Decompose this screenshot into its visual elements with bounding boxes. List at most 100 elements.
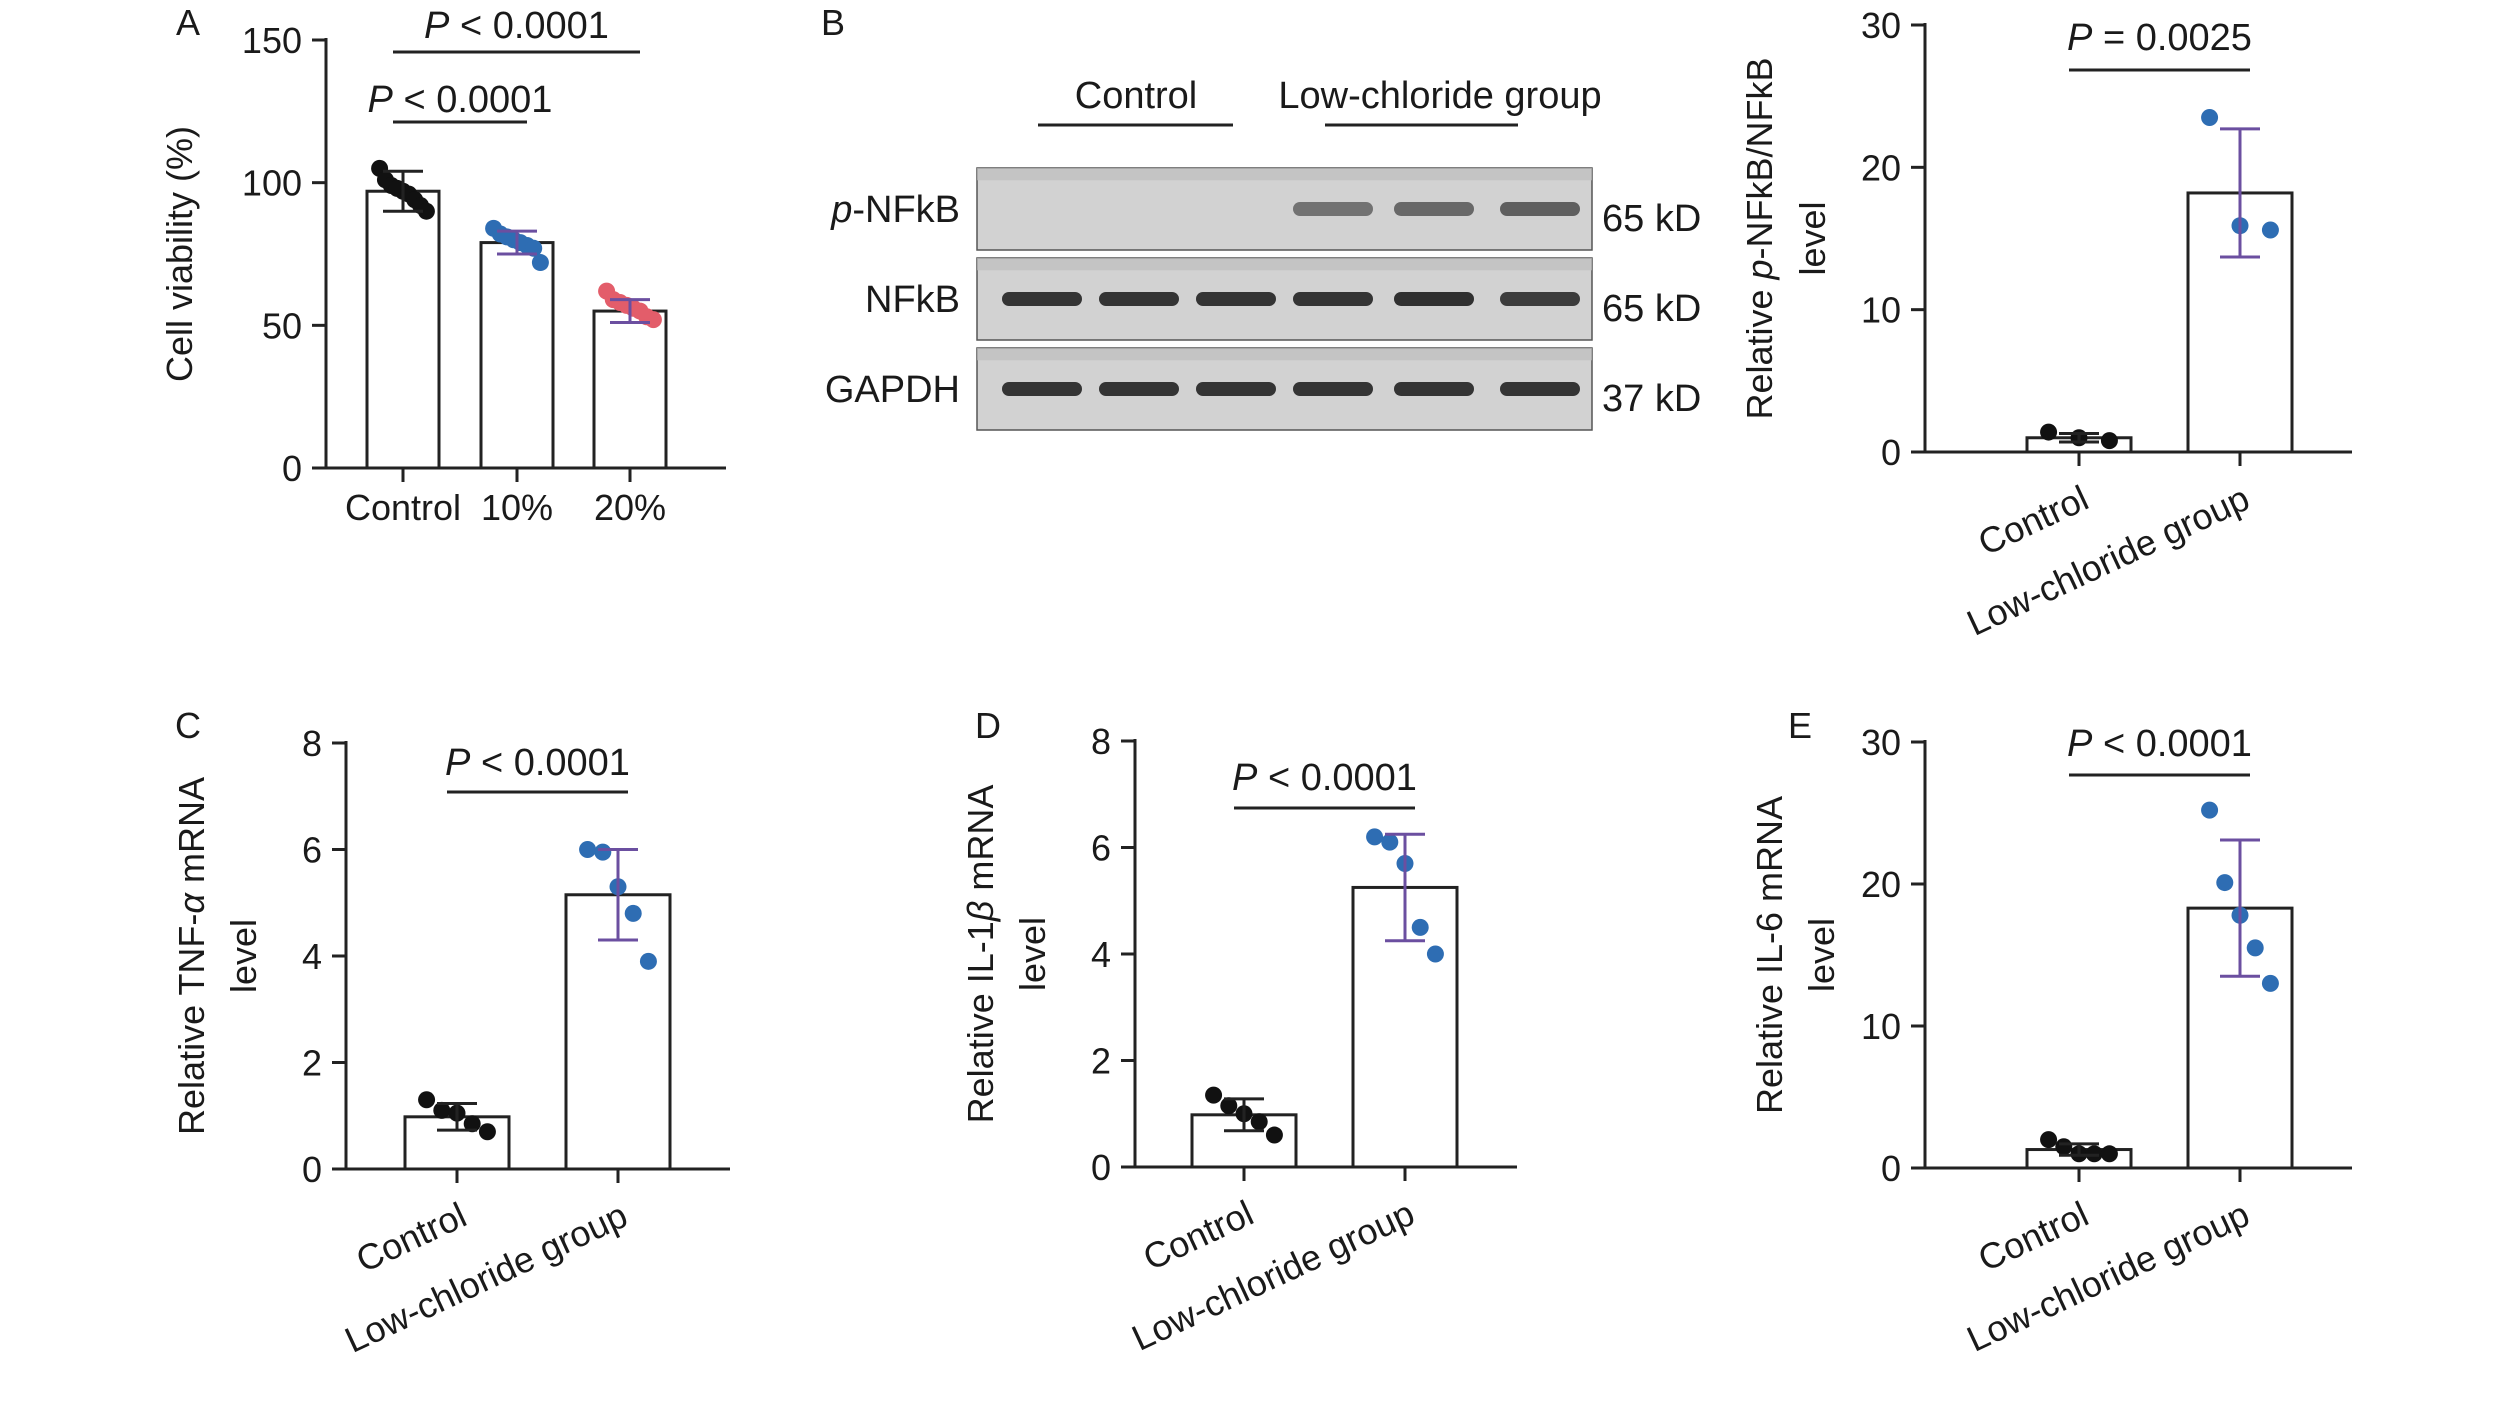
blot-band	[1002, 382, 1082, 396]
group-label-control: Control	[1075, 75, 1198, 117]
p-value-label: P < 0.0001	[445, 742, 630, 784]
label-part: Relative IL-6 mRNA	[1749, 796, 1790, 1114]
x-tick-label: 20%	[594, 487, 666, 528]
y-axis-label-line2: level	[1012, 917, 1053, 991]
panel-letter: C	[175, 705, 201, 746]
label-part: Relative IL-1	[960, 921, 1001, 1123]
data-point	[1381, 833, 1399, 851]
blot-size-label: 37 kD	[1602, 378, 1701, 420]
y-axis-label-line2: level	[1801, 918, 1842, 992]
data-point	[2246, 939, 2264, 957]
p-symbol: P	[2067, 723, 2093, 765]
p-value: < 0.0001	[449, 5, 609, 47]
x-tick-label: Low-chloride group	[1961, 477, 2256, 644]
blot-band	[1394, 382, 1474, 396]
label-part: mRNA	[171, 777, 212, 893]
data-point	[2201, 109, 2219, 127]
y-tick-label: 150	[242, 20, 302, 61]
data-point	[478, 1123, 496, 1141]
panel-b-western-blot: B Control Low-chloride group p-NFkB 65 kD NFk…	[821, 2, 1701, 431]
data-point	[2201, 801, 2219, 819]
y-tick-label: 6	[302, 830, 322, 871]
data-point	[1411, 918, 1429, 936]
data-point	[2216, 874, 2234, 892]
label-part: p	[830, 189, 852, 231]
label-part: Relative TNF-	[171, 914, 212, 1135]
y-axis-label: Relative IL-6 mRNA	[1749, 796, 1790, 1114]
panel-letter: E	[1788, 705, 1812, 746]
blot-band	[1500, 202, 1580, 216]
p-symbol: P	[445, 742, 471, 784]
data-point	[417, 202, 435, 220]
panel-letter: A	[176, 2, 200, 43]
y-axis-label-line2: level	[1792, 201, 1833, 275]
y-tick-label: 30	[1861, 5, 1901, 46]
data-point	[1426, 945, 1444, 963]
label-part: -NFkB/NFkB	[1739, 57, 1780, 259]
bar	[479, 241, 555, 470]
label-part: p	[1739, 259, 1780, 280]
data-point	[2040, 1131, 2058, 1149]
data-point	[2040, 423, 2058, 441]
x-tick-label: Control	[1972, 477, 2095, 563]
panel-letter: D	[975, 705, 1001, 746]
p-symbol: P	[1232, 757, 1258, 799]
x-tick-label: Low-chloride group	[339, 1194, 634, 1361]
y-tick-label: 30	[1861, 722, 1901, 763]
data-point	[2261, 221, 2279, 239]
y-tick-label: 4	[302, 936, 322, 977]
x-tick-label: Low-chloride group	[1126, 1192, 1421, 1359]
y-axis-label: Relative IL-1β mRNA	[960, 785, 1001, 1124]
blot-strip	[976, 167, 1593, 251]
y-axis-label: Relative p-NFkB/NFkB	[1739, 57, 1780, 419]
label-part: β	[960, 901, 1001, 923]
label-part: GAPDH	[825, 369, 960, 411]
blot-row-label: GAPDH	[825, 369, 960, 411]
data-point	[1366, 828, 1384, 846]
blot-band	[1002, 292, 1082, 306]
y-tick-label: 0	[1881, 1148, 1901, 1189]
data-point	[1205, 1086, 1223, 1104]
data-point	[418, 1091, 436, 1109]
label-part: NFkB	[865, 279, 960, 321]
data-point	[433, 1101, 451, 1119]
p-value-label: P < 0.0001	[424, 5, 609, 47]
blot-band	[1500, 382, 1580, 396]
data-point	[2055, 1138, 2073, 1156]
x-tick-label: Control	[350, 1194, 473, 1280]
y-tick-label: 10	[1861, 290, 1901, 331]
data-point	[594, 843, 612, 861]
blot-band	[1293, 292, 1373, 306]
blot-size-label: 65 kD	[1602, 288, 1701, 330]
data-point	[1265, 1126, 1283, 1144]
x-tick-label: 10%	[481, 487, 553, 528]
label-part: mRNA	[960, 785, 1001, 901]
y-axis-label: Cell viability (%)	[159, 126, 200, 382]
y-tick-label: 20	[1861, 147, 1901, 188]
p-value: < 0.0001	[1257, 757, 1417, 799]
data-point	[1220, 1097, 1238, 1115]
group-label-low-chloride: Low-chloride group	[1278, 75, 1601, 117]
p-value: = 0.0025	[2092, 17, 2252, 59]
blot-band	[1196, 292, 1276, 306]
p-symbol: P	[424, 5, 450, 47]
panel-a-cell-viability-chart: 0 50 100 150 Control 10% 20% Cell viability (%)…	[159, 2, 726, 528]
data-point	[531, 254, 549, 272]
data-point	[579, 841, 597, 858]
data-point	[639, 952, 657, 970]
y-tick-label: 0	[302, 1149, 322, 1190]
blot-band	[1099, 382, 1179, 396]
p-symbol: P	[2067, 17, 2093, 59]
p-value-label: P < 0.0001	[368, 79, 553, 121]
y-tick-label: 8	[1091, 721, 1111, 762]
panel-letter: B	[821, 2, 845, 43]
blot-strip-shade	[977, 258, 1592, 271]
data-point	[1250, 1113, 1268, 1131]
y-tick-label: 0	[1091, 1147, 1111, 1188]
data-point	[2100, 1145, 2118, 1163]
